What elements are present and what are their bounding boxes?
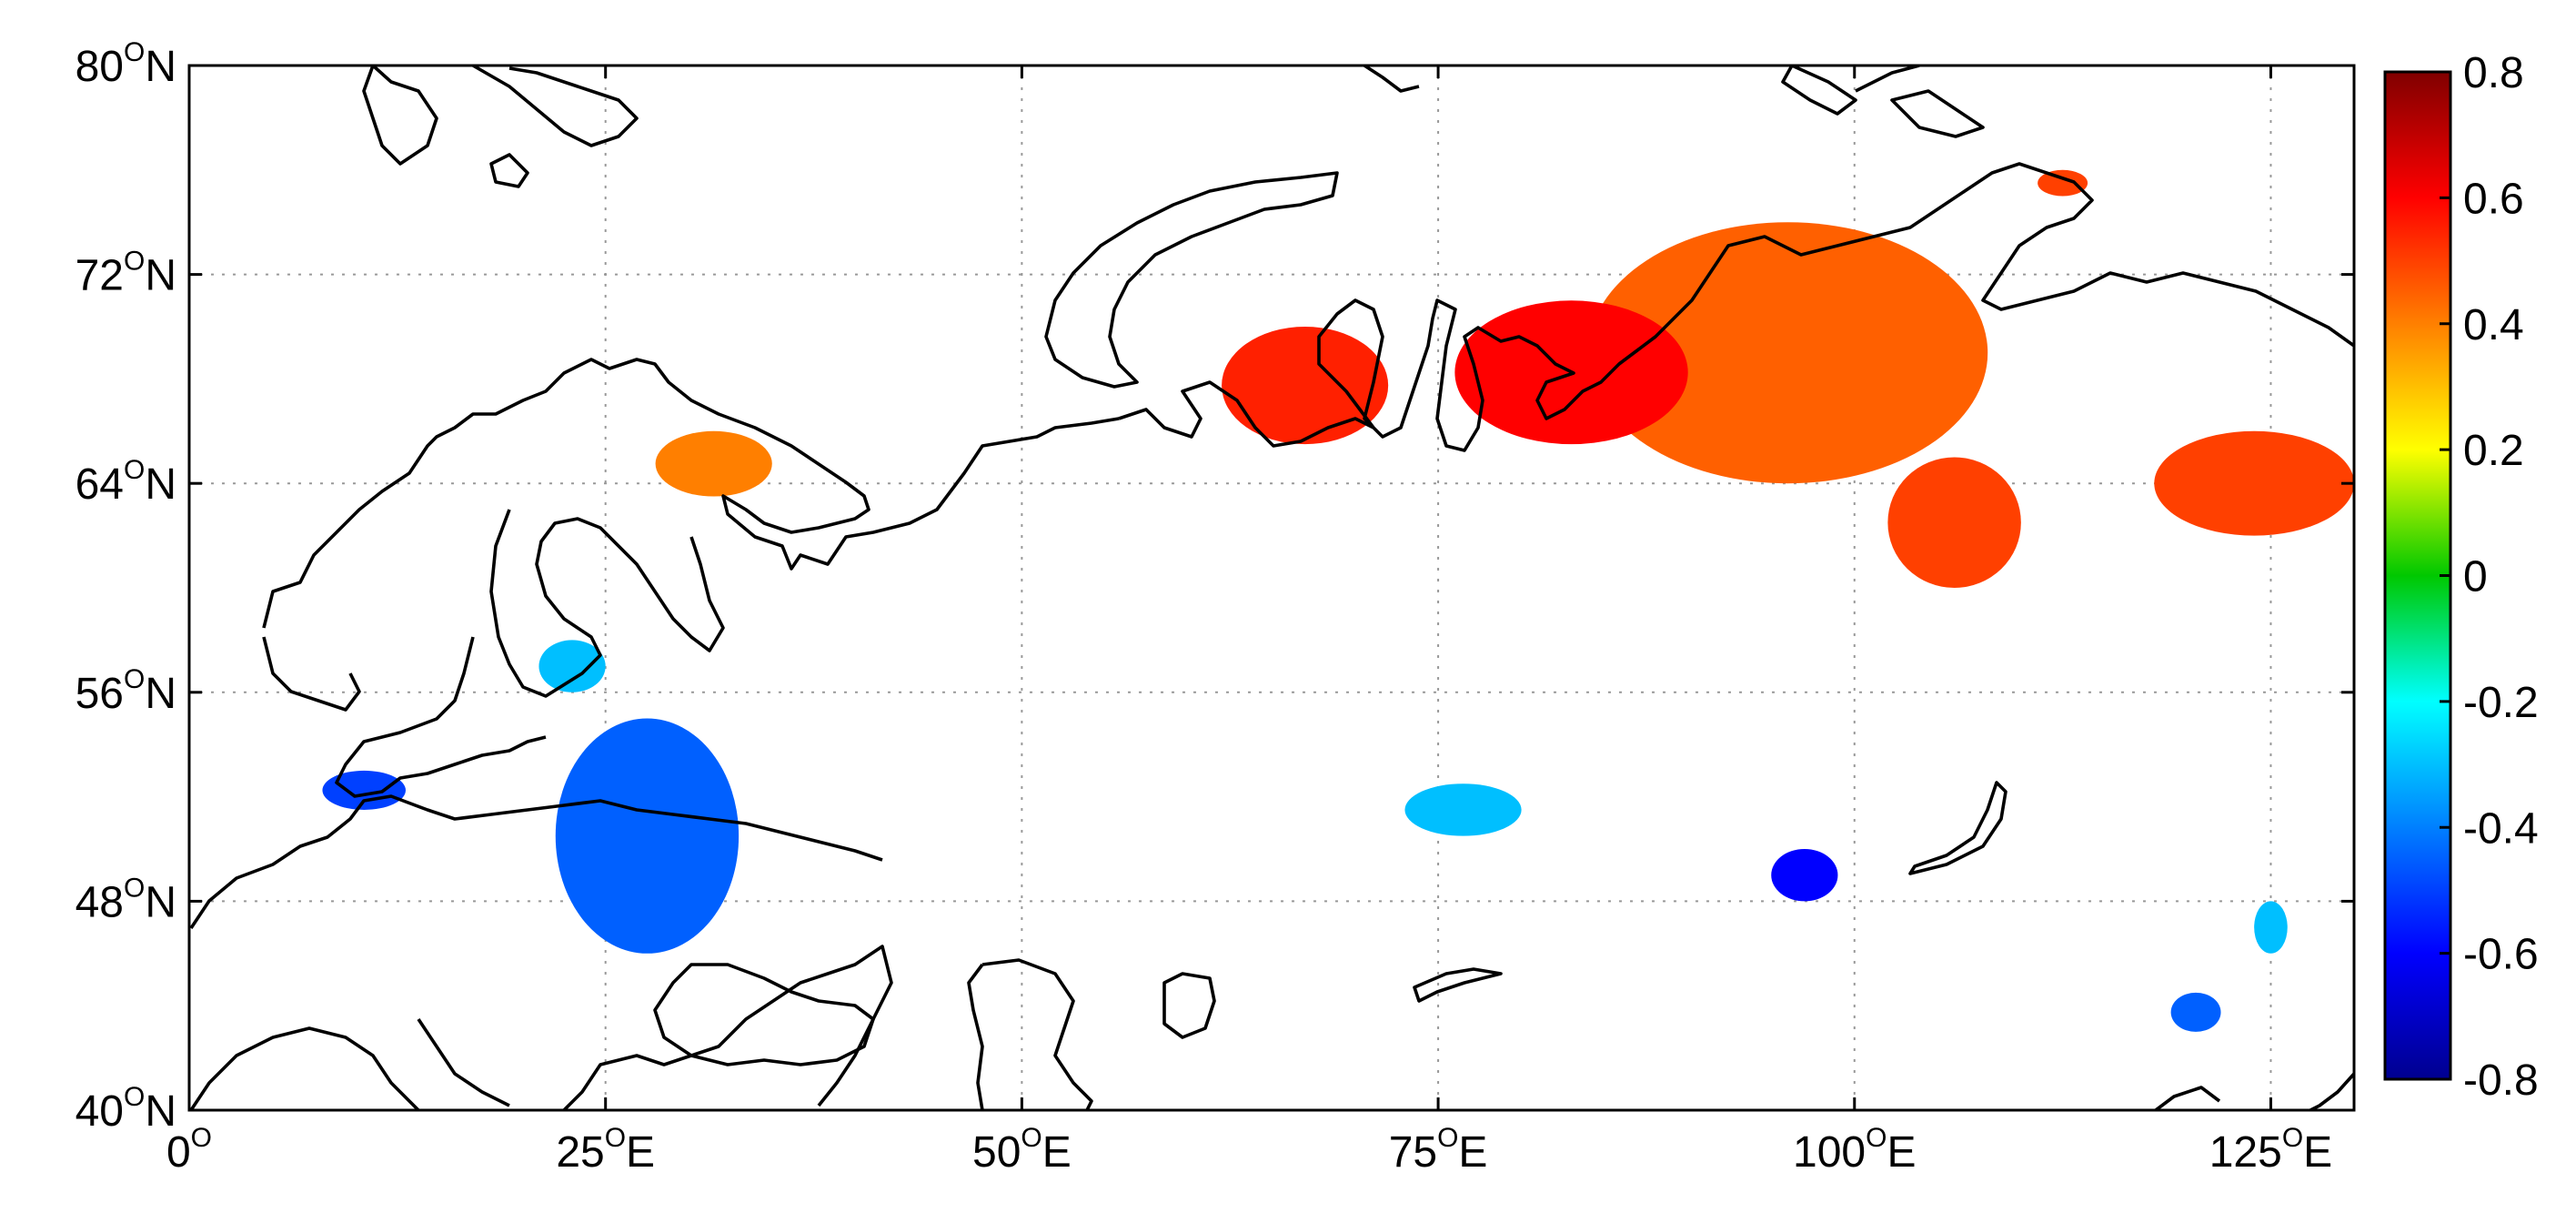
x-tick-label: 75OE: [1389, 1123, 1488, 1177]
colorbar-tick-label: -0.2: [2463, 679, 2539, 727]
y-tick-label: 72ON: [75, 247, 176, 300]
field-region: [2170, 992, 2221, 1032]
colorbar-tick-label: 0.2: [2463, 427, 2524, 475]
y-tick-label: 40ON: [75, 1082, 176, 1136]
x-tick-label: 125OE: [2209, 1123, 2332, 1177]
x-tick-label-text: 125OE: [2209, 1123, 2332, 1177]
y-tick-label-text: 56ON: [75, 664, 176, 718]
colorbar: 0.8 0.6 0.4 0.2 0 -0.2 -0.4 -0.6 -0.8: [2383, 49, 2539, 1105]
field-region: [2038, 169, 2088, 197]
field-region: [538, 640, 606, 692]
field-region: [1587, 222, 1988, 484]
field-region: [2154, 430, 2354, 536]
field-region: [1887, 457, 2021, 588]
map-frame: [187, 64, 2356, 1112]
colorbar-tick-label: -0.4: [2463, 804, 2539, 853]
field-region: [1222, 327, 1389, 445]
map-area: [189, 66, 2354, 1110]
x-tick-label-text: 100OE: [1793, 1123, 1916, 1177]
field-region: [2254, 901, 2288, 954]
field-region: [1404, 783, 1522, 836]
colorbar-tick-label: 0: [2463, 553, 2488, 601]
axis-ticks: 0O 25OE 50OE 75OE 100OE 125OE 40ON 48ON 56ON 64ON…: [75, 37, 2354, 1177]
field-region: [322, 770, 406, 810]
y-tick-label: 56ON: [75, 664, 176, 718]
x-tick-label-text: 50OE: [972, 1123, 1072, 1177]
colorbar-ticks: 0.8 0.6 0.4 0.2 0 -0.2 -0.4 -0.6 -0.8: [2440, 49, 2539, 1105]
y-tick-label: 64ON: [75, 455, 176, 509]
coastlines: [189, 66, 2354, 1110]
field-region: [655, 430, 772, 497]
field-region: [555, 718, 740, 954]
x-tick-label: 25OE: [556, 1123, 655, 1177]
x-tick-label-text: 75OE: [1389, 1123, 1488, 1177]
colorbar-tick-label: 0.4: [2463, 301, 2524, 349]
colorbar-tick-label: -0.8: [2463, 1056, 2539, 1105]
x-tick-label-text: 25OE: [556, 1123, 655, 1177]
colorbar-tick-label: 0.8: [2463, 49, 2524, 97]
x-tick-label: 50OE: [972, 1123, 1072, 1177]
colorbar-tick-label: 0.6: [2463, 175, 2524, 223]
y-tick-label: 80ON: [75, 37, 176, 91]
y-tick-label: 48ON: [75, 873, 176, 926]
y-tick-label-text: 48ON: [75, 873, 176, 926]
y-tick-label-text: 64ON: [75, 455, 176, 509]
x-tick-label: 0O: [166, 1123, 212, 1177]
correlation-field: [322, 169, 2354, 1032]
y-tick-label-text: 72ON: [75, 247, 176, 300]
field-region: [1771, 849, 1838, 902]
x-tick-label-text: 0O: [166, 1123, 212, 1177]
x-tick-label: 100OE: [1793, 1123, 1916, 1177]
colorbar-tick-label: -0.6: [2463, 931, 2539, 979]
y-tick-label-text: 40ON: [75, 1082, 176, 1136]
y-tick-label-text: 80ON: [75, 37, 176, 91]
